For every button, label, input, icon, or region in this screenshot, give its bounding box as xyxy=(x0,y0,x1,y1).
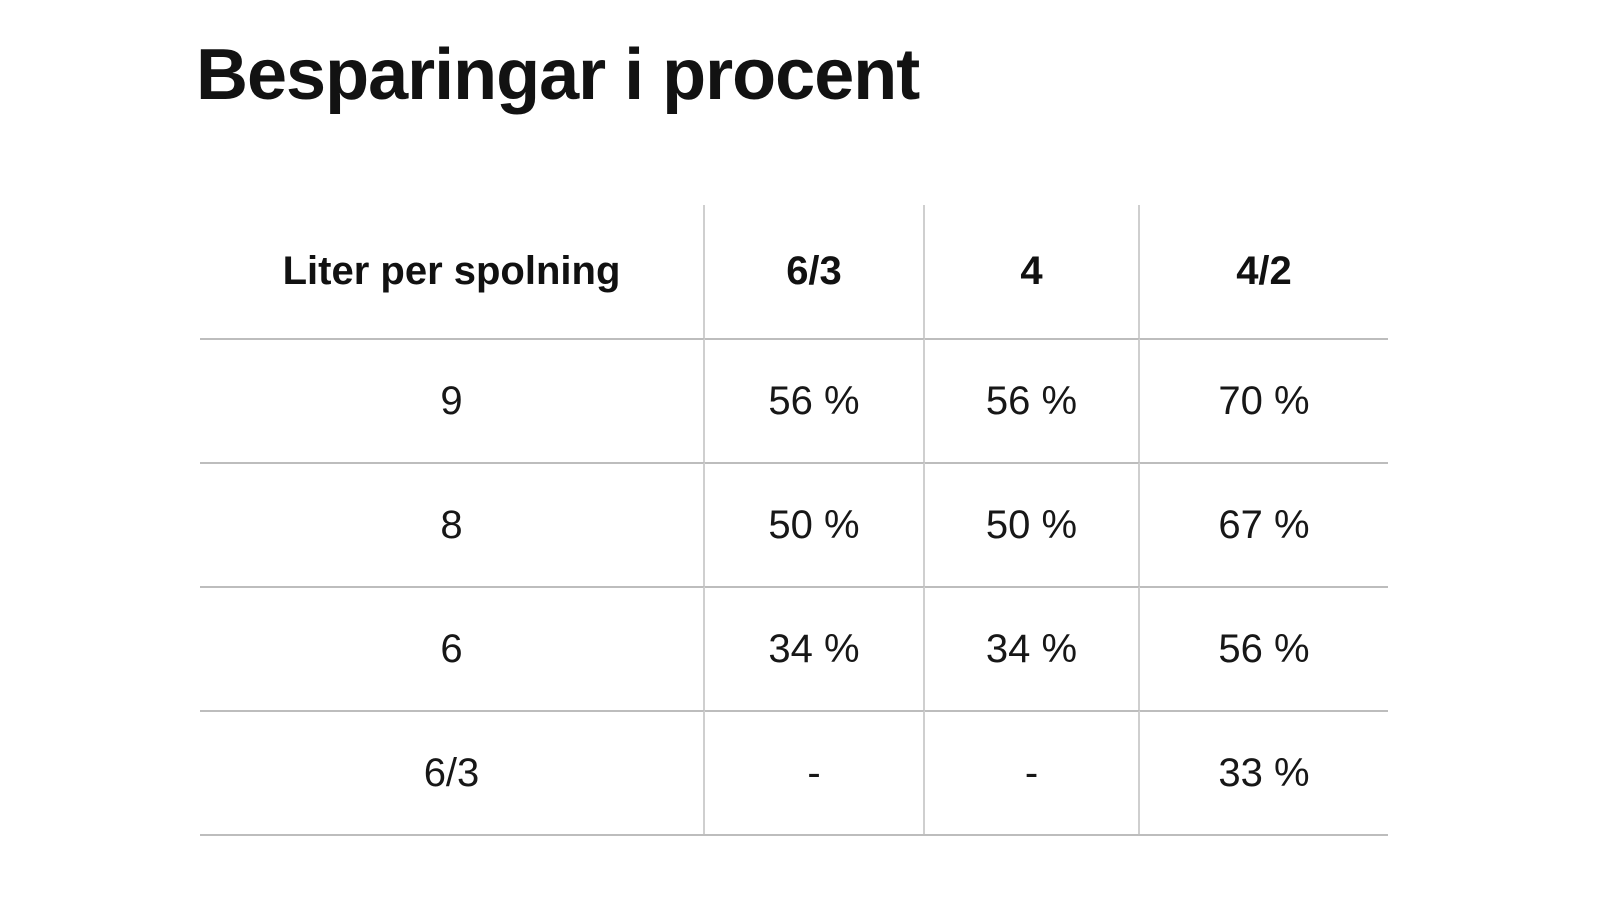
table-cell: 34 % xyxy=(925,586,1140,710)
row-label: 6 xyxy=(200,586,705,710)
table-row-9: 9 56 % 56 % 70 % xyxy=(200,338,1388,462)
column-header-4-2: 4/2 xyxy=(1236,249,1292,293)
column-header-4: 4 xyxy=(925,205,1140,338)
table-row-8: 8 50 % 50 % 67 % xyxy=(200,462,1388,586)
row-label: 9 xyxy=(200,338,705,462)
table-cell: 70 % xyxy=(1140,338,1388,462)
page-title: Besparingar i procent xyxy=(196,35,920,115)
table-header-row: Liter per spolning 6/3 4 4/2 xyxy=(200,205,1388,338)
table-cell: 50 % xyxy=(925,462,1140,586)
column-header-6-3: 6/3 xyxy=(705,205,925,338)
row-label: 6/3 xyxy=(200,710,705,834)
table-cell: 34 % xyxy=(705,586,925,710)
savings-table: Liter per spolning 6/3 4 4/2 9 56 % 56 %… xyxy=(200,205,1388,836)
table-cell: 67 % xyxy=(1140,462,1388,586)
row-label: 8 xyxy=(200,462,705,586)
table-cell: - xyxy=(705,710,925,834)
table-cell: - xyxy=(925,710,1140,834)
table-row-6: 6 34 % 34 % 56 % xyxy=(200,586,1388,710)
table-cell: 56 % xyxy=(1140,586,1388,710)
table-cell: 56 % xyxy=(705,338,925,462)
table-cell: 50 % xyxy=(705,462,925,586)
table-cell: 56 % xyxy=(925,338,1140,462)
table-cell: 33 % xyxy=(1140,710,1388,834)
column-header-liter-per-spolning: Liter per spolning xyxy=(200,205,705,338)
table-row-6-3: 6/3 - - 33 % xyxy=(200,710,1388,834)
